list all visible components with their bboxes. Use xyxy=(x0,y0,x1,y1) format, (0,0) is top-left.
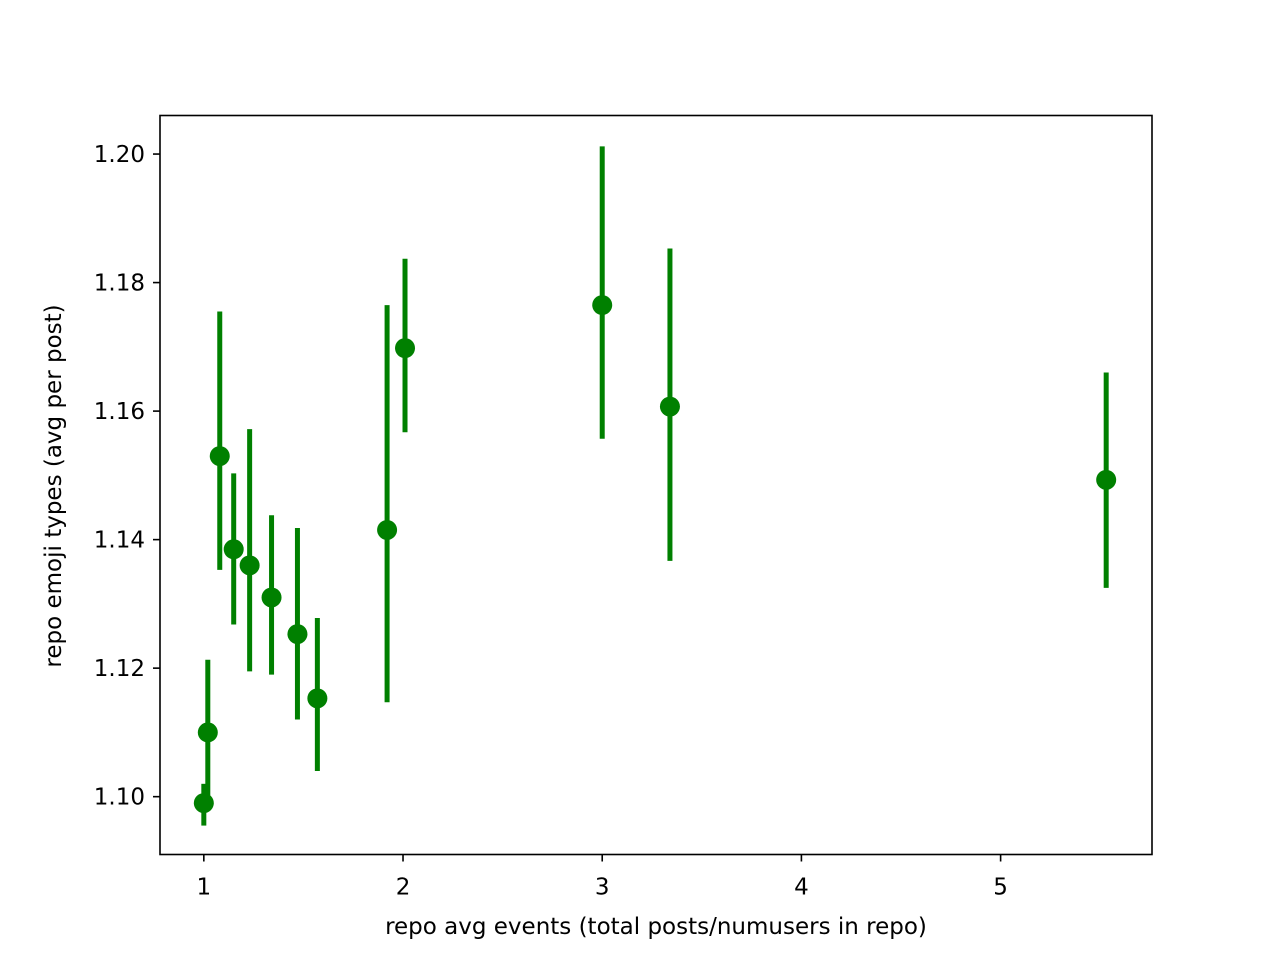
data-point xyxy=(1096,469,1117,490)
data-point xyxy=(239,555,260,576)
data-point xyxy=(377,519,398,540)
data-point xyxy=(592,295,613,316)
y-tick-label: 1.10 xyxy=(94,785,145,811)
data-point-group xyxy=(307,618,328,771)
data-point-group xyxy=(1096,372,1117,588)
data-point-group xyxy=(395,258,416,433)
x-axis-ticks: 1 2 3 4 5 xyxy=(197,854,1008,901)
data-point-group xyxy=(239,429,260,672)
data-point xyxy=(223,539,244,560)
data-point xyxy=(395,338,416,359)
data-point xyxy=(307,688,328,709)
y-tick-label: 1.20 xyxy=(94,142,145,168)
data-point xyxy=(193,793,214,814)
x-tick-label: 1 xyxy=(197,875,212,901)
x-tick-label: 4 xyxy=(794,875,809,901)
x-axis-label: repo avg events (total posts/numusers in… xyxy=(385,914,927,940)
y-tick-label: 1.18 xyxy=(94,271,145,297)
data-point-group xyxy=(261,515,282,675)
y-axis-label: repo emoji types (avg per post) xyxy=(41,304,67,667)
x-tick-label: 3 xyxy=(595,875,610,901)
y-axis-ticks: 1.10 1.12 1.14 1.16 1.18 1.20 xyxy=(94,142,160,811)
plot-frame xyxy=(159,114,1153,856)
data-point xyxy=(261,587,282,608)
data-point-group xyxy=(287,528,308,720)
data-point-group xyxy=(592,146,613,439)
data-point-group xyxy=(197,659,218,807)
x-tick-label: 2 xyxy=(396,875,411,901)
data-point-group xyxy=(209,311,230,570)
data-point-group xyxy=(377,305,398,703)
data-point xyxy=(287,624,308,645)
y-tick-label: 1.14 xyxy=(94,528,145,554)
y-tick-label: 1.12 xyxy=(94,656,145,682)
y-tick-label: 1.16 xyxy=(94,399,145,425)
data-point xyxy=(197,722,218,743)
data-point-group xyxy=(223,473,244,625)
data-point xyxy=(209,446,230,467)
x-tick-label: 5 xyxy=(993,875,1008,901)
data-marks xyxy=(193,146,1117,826)
data-point-group xyxy=(659,248,680,561)
data-point xyxy=(659,396,680,417)
